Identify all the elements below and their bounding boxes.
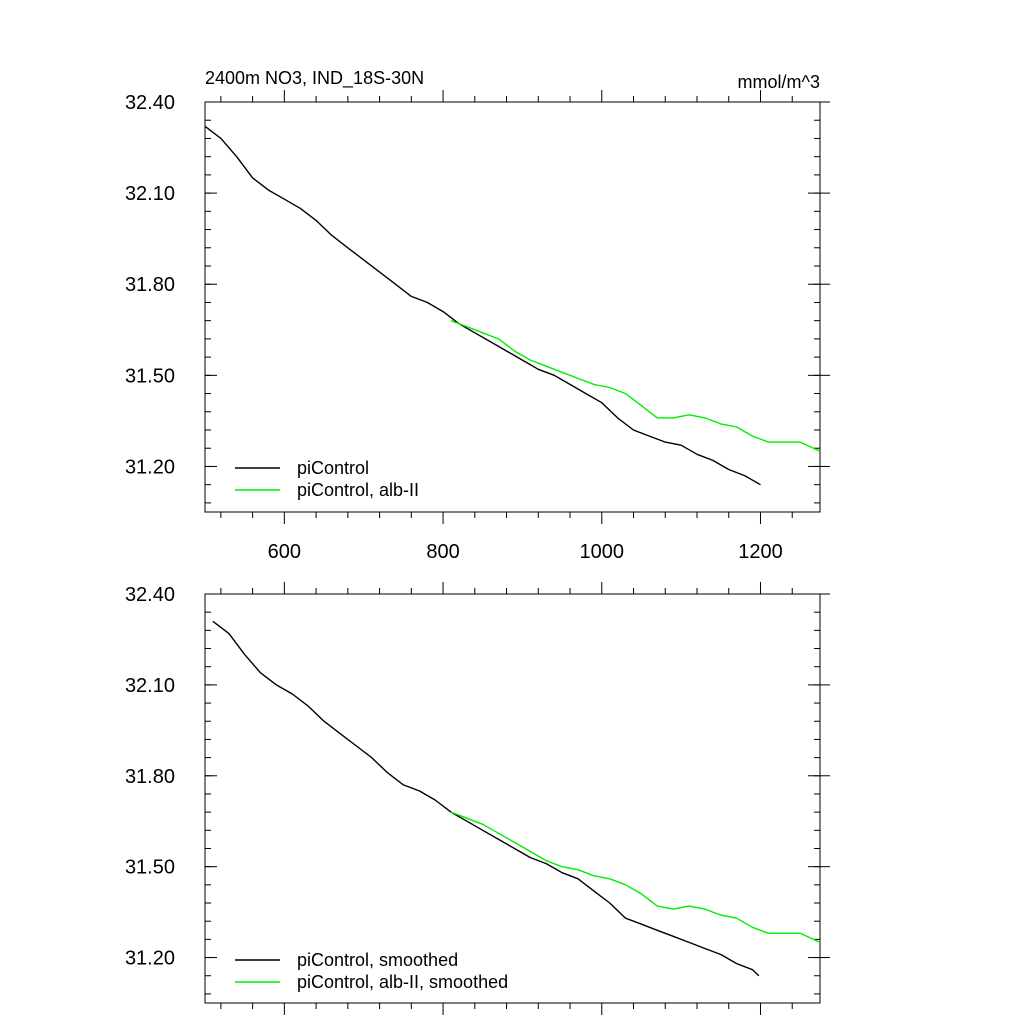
y-tick-label: 31.20	[125, 948, 175, 970]
y-tick-label: 31.50	[125, 365, 175, 387]
x-tick-label: 800	[426, 541, 459, 563]
legend-label-1: piControl, alb-II	[297, 480, 419, 500]
chart-title: 2400m NO3, IND_18S-30N	[205, 68, 424, 89]
y-tick-label: 31.20	[125, 456, 175, 478]
y-tick-label: 32.10	[125, 675, 175, 697]
top-panel: 32.40 32.10 31.80 31.50 31.20 600 800 1000 1200 2…	[125, 68, 830, 563]
series-line-1	[450, 811, 821, 944]
units-label: mmol/m^3	[738, 72, 820, 92]
x-tick-label: 600	[268, 541, 301, 563]
y-tick-label: 32.40	[125, 584, 175, 606]
x-tick-label: 1000	[580, 541, 625, 563]
y-tick-label: 32.10	[125, 183, 175, 205]
legend-label-1: piControl, alb-II, smoothed	[297, 972, 508, 992]
series-line-0	[204, 125, 761, 486]
series-line-0	[212, 620, 760, 977]
y-tick-label: 31.80	[125, 766, 175, 788]
legend-label-0: piControl, smoothed	[297, 950, 458, 970]
legend-label-0: piControl	[297, 458, 369, 478]
y-tick-label: 31.80	[125, 274, 175, 296]
y-tick-label: 31.50	[125, 857, 175, 879]
y-tick-label: 32.40	[125, 92, 175, 114]
x-tick-label: 1200	[738, 541, 783, 563]
plot-frame	[204, 101, 821, 513]
plot-frame	[204, 593, 821, 1004]
series-line-1	[450, 320, 821, 452]
bottom-panel: 32.40 32.10 31.80 31.50 31.20 piControl, smoo…	[125, 582, 830, 1015]
